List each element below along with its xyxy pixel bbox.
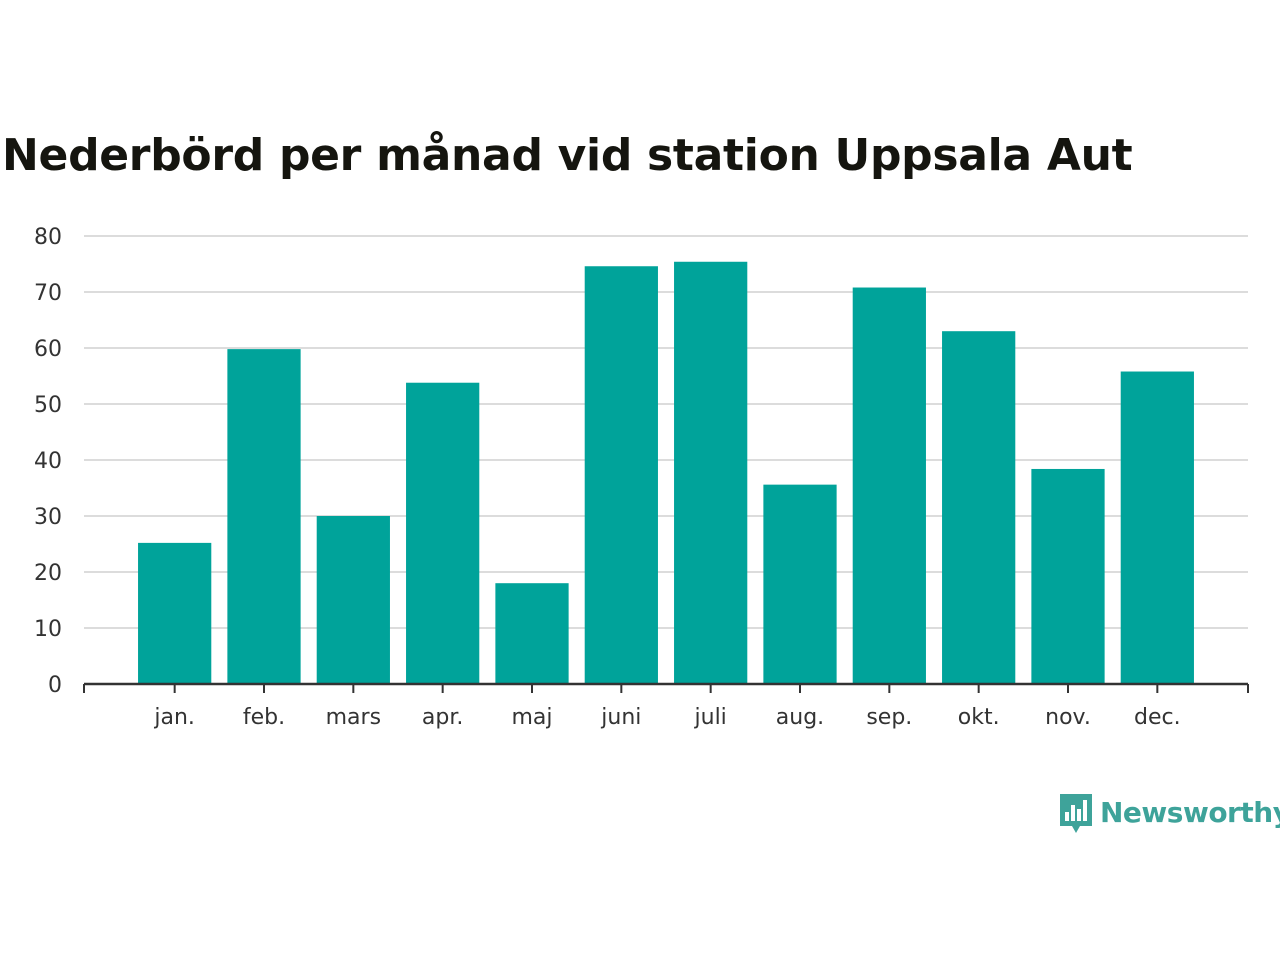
y-axis-ticks: 0 10 20 30 40 50 60 70 80: [34, 225, 62, 698]
y-tick-label: 0: [48, 673, 62, 698]
brand-name: Newsworthy: [1100, 795, 1280, 829]
x-tick-label: aug.: [776, 705, 824, 730]
bar-3: [406, 382, 480, 684]
bar-8: [852, 287, 926, 684]
bar-4: [495, 583, 569, 684]
y-tick-label: 10: [34, 617, 62, 642]
x-tick-label: feb.: [243, 705, 285, 730]
bar-2: [316, 516, 390, 684]
y-tick-label: 50: [34, 393, 62, 418]
y-tick-label: 60: [34, 337, 62, 362]
bars: [138, 261, 1194, 684]
bar-5: [584, 266, 658, 684]
bar-chart: 0 10 20 30 40 50 60 70 80 jan. feb. mars apr. maj jun…: [34, 225, 1249, 730]
x-tick-label: nov.: [1045, 705, 1091, 730]
x-tick-label: mars: [326, 705, 381, 730]
bar-9: [942, 331, 1016, 684]
x-axis-ticks: jan. feb. mars apr. maj juni juli aug. sep. okt. n…: [153, 705, 1180, 730]
x-tick-label: dec.: [1134, 705, 1181, 730]
bar-chart-speech-bubble-icon: [1060, 794, 1092, 833]
bar-1: [227, 349, 301, 684]
bar-0: [138, 542, 212, 684]
newsworthy-logo: Newsworthy: [1058, 790, 1280, 834]
y-tick-label: 30: [34, 505, 62, 530]
bar-7: [763, 484, 837, 684]
x-tick-label: sep.: [866, 705, 912, 730]
y-tick-label: 20: [34, 561, 62, 586]
bar-6: [674, 261, 748, 684]
y-tick-label: 40: [34, 449, 62, 474]
chart-title: Nederbörd per månad vid station Uppsala …: [2, 130, 1133, 181]
x-tick-label: juni: [600, 705, 641, 730]
x-tick-label: apr.: [422, 705, 463, 730]
bar-11: [1120, 371, 1194, 684]
x-axis: [83, 682, 1249, 693]
x-tick-label: jan.: [153, 705, 195, 730]
y-tick-label: 80: [34, 225, 62, 250]
x-tick-label: juli: [694, 705, 727, 730]
x-tick-label: maj: [511, 705, 552, 730]
x-tick-label: okt.: [958, 705, 1000, 730]
y-tick-label: 70: [34, 281, 62, 306]
bar-10: [1031, 468, 1105, 684]
